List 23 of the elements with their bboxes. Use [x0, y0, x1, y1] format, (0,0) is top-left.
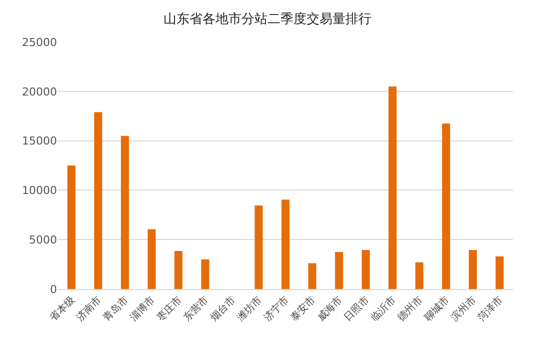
bar — [442, 124, 450, 289]
y-tick-label: 15000 — [22, 134, 57, 148]
bar — [415, 262, 424, 289]
bar — [148, 229, 156, 289]
bar — [281, 200, 290, 289]
y-tick-label: 0 — [50, 282, 57, 296]
bar — [67, 166, 76, 289]
bar — [174, 250, 182, 289]
y-tick-label: 5000 — [29, 233, 57, 246]
bar — [388, 86, 397, 289]
bar — [120, 136, 129, 289]
y-tick-label: 20000 — [22, 85, 57, 98]
bar — [201, 259, 210, 289]
bar — [335, 252, 344, 289]
bar — [468, 250, 477, 289]
bar — [254, 206, 263, 289]
bar — [308, 263, 316, 289]
chart-title: 山东省各地市分站二季度交易量排行 — [164, 10, 372, 27]
y-tick-label: 25000 — [22, 36, 57, 49]
y-tick-label: 10000 — [22, 184, 57, 198]
bar — [94, 112, 102, 289]
bar — [496, 256, 504, 289]
bar — [362, 250, 370, 289]
